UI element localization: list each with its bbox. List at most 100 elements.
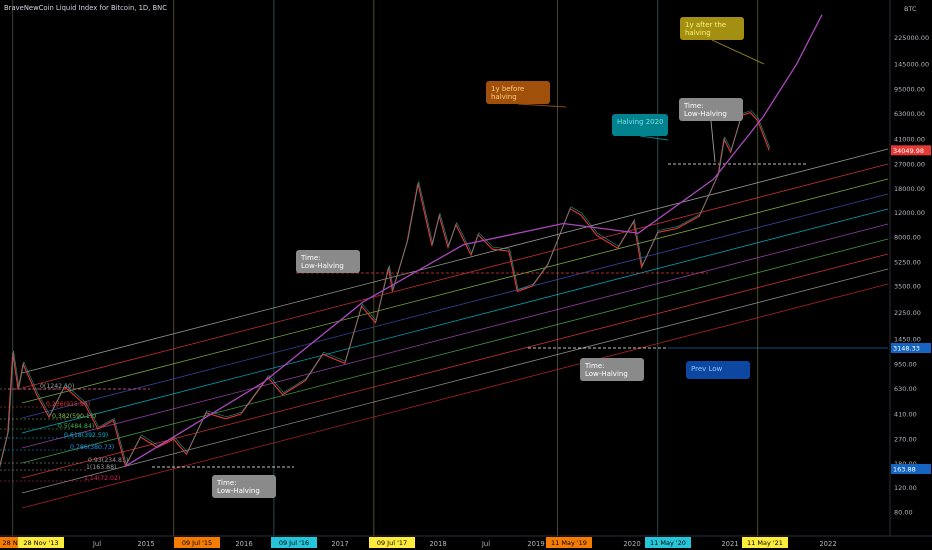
- price-tick-label: 410.00: [894, 411, 917, 419]
- price-tick-label: 5250.00: [894, 258, 921, 266]
- price-tick-label: 41000.00: [894, 136, 925, 144]
- price-tick-label: 27000.00: [894, 161, 925, 169]
- halving-2020-callout-text: Halving 2020: [617, 118, 664, 126]
- time-highlight-label: 09 Jul '17: [377, 539, 407, 547]
- price-tick-label: 270.00: [894, 436, 917, 444]
- time-highlight-bg: [645, 537, 691, 548]
- time-low-callout-4-box[interactable]: [679, 98, 743, 121]
- time-low-callout-3-text: Low-Halving: [585, 370, 628, 378]
- fib-level-label: 0.236(915.98): [46, 401, 90, 408]
- price-tick-label: 3500.00: [894, 283, 921, 291]
- after-halving-callout-text: halving: [685, 29, 711, 37]
- time-low-callout-2-text: Low-Halving: [301, 262, 344, 270]
- price-tick-label: 18000.00: [894, 185, 925, 193]
- time-low-callout-3-box[interactable]: [580, 358, 644, 381]
- trend-channel-line: [21, 178, 889, 404]
- time-tick-label: 2018: [429, 540, 446, 548]
- price-tick-label: 1450.00: [894, 335, 921, 343]
- time-tick-label: 2020: [623, 540, 640, 548]
- time-low-callout-1-text: Time:: [216, 479, 237, 487]
- price-axis-bg: [891, 0, 932, 536]
- trend-channel-line: [21, 238, 889, 464]
- fib-level-label: 0.5(484.84): [58, 423, 94, 430]
- trend-curve: [125, 14, 823, 467]
- time-low-callout-2-box[interactable]: [296, 250, 360, 273]
- low-price-badge: 163.88: [893, 466, 916, 474]
- chart-title: BraveNewCoin Liquid Index for Bitcoin, 1…: [4, 4, 167, 12]
- trend-channel-line: [21, 208, 889, 434]
- before-halving-callout-text: 1y before: [491, 85, 524, 93]
- prev-low-price-badge: 3148.33: [893, 345, 920, 353]
- fib-level-label: 0(1242.10): [40, 383, 74, 390]
- time-tick-label: Jul: [92, 540, 101, 548]
- after-halving-callout-text: 1y after the: [685, 21, 726, 29]
- time-highlight-bg: [0, 537, 29, 548]
- trend-channel-line: [21, 148, 889, 374]
- time-tick-label: 2017: [331, 540, 348, 548]
- price-tick-label: 630.00: [894, 385, 917, 393]
- time-tick-label: 2021: [721, 540, 738, 548]
- halving-2020-callout-box[interactable]: [612, 114, 668, 136]
- fib-level-label: 0.93(234.81): [88, 457, 128, 464]
- time-highlight-label: 11 May '21: [747, 539, 783, 547]
- fib-level-label: 0.382(590.11): [52, 413, 96, 420]
- fib-level-label: 1.14(72.02): [84, 475, 120, 482]
- time-highlight-label: 28 Nov '13: [23, 539, 58, 547]
- price-tick-label: 80.00: [894, 508, 913, 516]
- price-tick-label: 95000.00: [894, 86, 925, 94]
- time-highlight-bg: [18, 537, 64, 548]
- price-tick-label: 2250.00: [894, 309, 921, 317]
- time-low-callout-4-text: Low-Halving: [684, 110, 727, 118]
- current-price-badge-bg: [891, 145, 931, 156]
- time-low-callout-4-pointer: [710, 120, 716, 163]
- time-tick-label: 2019: [527, 540, 544, 548]
- trend-channel-line: [21, 163, 889, 389]
- time-tick-label: 2022: [819, 540, 836, 548]
- price-tick-label: 12000.00: [894, 209, 925, 217]
- current-price-badge: 34049.98: [893, 147, 924, 155]
- time-low-callout-4-text: Time:: [683, 102, 704, 110]
- time-low-callout-2-text: Time:: [300, 254, 321, 262]
- before-halving-callout-pointer: [517, 103, 567, 108]
- time-tick-label: 2016: [235, 540, 252, 548]
- before-halving-callout-text: halving: [491, 93, 517, 101]
- time-tick-label: 2015: [137, 540, 154, 548]
- low-price-badge-bg: [891, 464, 931, 474]
- prev-low-callout-box[interactable]: [686, 361, 750, 379]
- prev-low-callout-text: Prev Low: [691, 365, 723, 373]
- time-tick-label: Jul: [481, 540, 490, 548]
- time-axis-bg: [0, 536, 932, 550]
- price-tick-label: 950.00: [894, 361, 917, 369]
- time-highlight-label: 11 May '20: [650, 539, 686, 547]
- halving-2020-callout-pointer: [639, 135, 669, 141]
- price-tick-label: 63000.00: [894, 110, 925, 118]
- time-low-callout-3-text: Time:: [584, 362, 605, 370]
- time-low-callout-1-box[interactable]: [212, 475, 276, 498]
- after-halving-callout-box[interactable]: [680, 17, 744, 40]
- trend-channel-line: [21, 193, 889, 419]
- time-highlight-bg: [271, 537, 317, 548]
- time-highlight-label: 09 Jul '15: [182, 539, 212, 547]
- trend-channel-line: [21, 268, 889, 494]
- fib-level-label: 0.786(380.73): [70, 444, 114, 451]
- prev-low-price-badge-bg: [891, 343, 931, 353]
- fib-level-label: 0.618(392.59): [64, 432, 108, 439]
- time-highlight-bg: [742, 537, 788, 548]
- time-highlight-bg: [546, 537, 592, 548]
- time-highlight-label: 11 May '19: [551, 539, 587, 547]
- fib-level-label: 1(163.88): [86, 464, 116, 471]
- price-tick-label: 8000.00: [894, 233, 921, 241]
- price-tick-label: 180.00: [894, 460, 917, 468]
- price-tick-label: 120.00: [894, 484, 917, 492]
- price-axis-unit: BTC: [904, 5, 917, 13]
- trend-channel-line: [21, 283, 889, 509]
- price-line-upper: [0, 110, 771, 468]
- after-halving-callout-pointer: [711, 39, 765, 65]
- time-low-callout-1-text: Low-Halving: [217, 487, 260, 495]
- before-halving-callout-box[interactable]: [486, 81, 550, 104]
- time-highlight-bg: [369, 537, 415, 548]
- time-highlight-label: 28 Nov: [2, 539, 25, 547]
- time-highlight-bg: [174, 537, 220, 548]
